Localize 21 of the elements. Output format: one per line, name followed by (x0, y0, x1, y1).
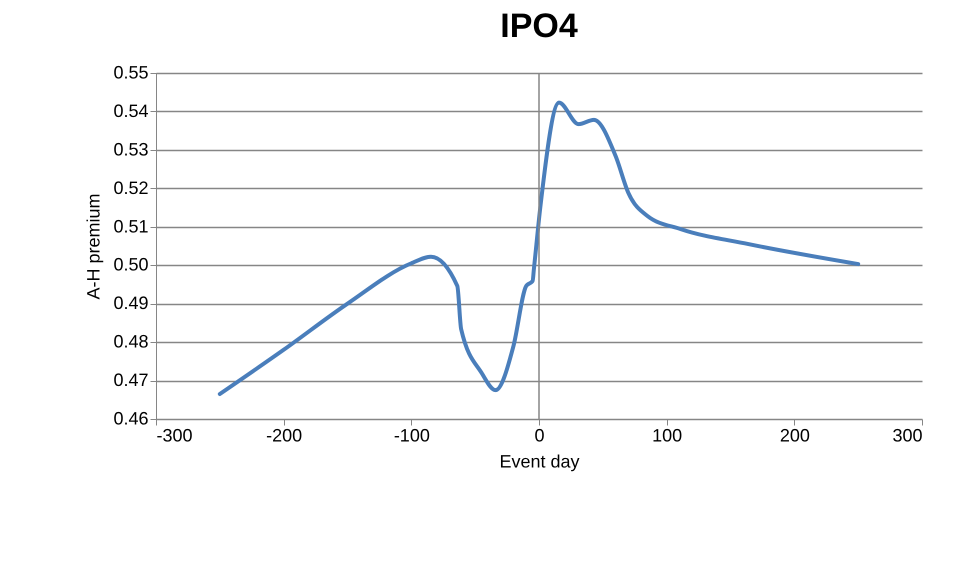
x-tick-label: -100 (394, 426, 430, 446)
y-tick-label: 0.46 (113, 408, 148, 428)
y-tick-label: 0.53 (113, 139, 148, 160)
y-tick-label: 0.48 (113, 332, 148, 352)
x-tick-label: 0 (534, 426, 545, 446)
line-series (218, 100, 860, 396)
y-tick-label: 0.54 (113, 100, 148, 121)
y-tick-label: 0.50 (113, 254, 148, 275)
y-tick-label: 0.52 (113, 178, 148, 198)
chart-title: IPO4 (500, 7, 578, 45)
y-axis-title: A-H premium (83, 193, 104, 300)
x-tick-label: -300 (156, 426, 193, 446)
x-tick-label: 200 (780, 426, 810, 446)
y-tick-label: 0.49 (113, 293, 148, 314)
x-tick-label: -200 (266, 426, 302, 446)
y-tick-label: 0.51 (113, 216, 148, 236)
x-axis-title: Event day (499, 452, 580, 472)
y-tick-label: 0.55 (113, 62, 148, 82)
x-tick-label: 300 (892, 426, 922, 446)
y-tick-label: 0.47 (113, 370, 148, 390)
x-tick-label: 100 (652, 426, 682, 446)
